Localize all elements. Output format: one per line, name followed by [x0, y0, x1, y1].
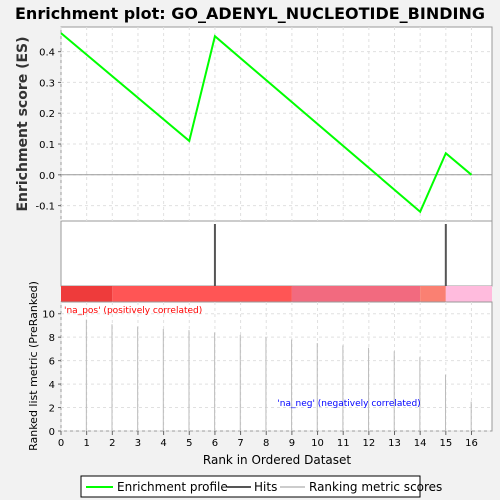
es-panel: [60, 26, 493, 222]
pos-correlated-label: 'na_pos' (positively correlated): [64, 306, 202, 316]
es-y-ticks: -0.1 0.0 0.1 0.2 0.3 0.4: [35, 48, 61, 213]
x-tick-label: 4: [160, 438, 166, 449]
es-y-tick-label: 0.0: [39, 171, 55, 182]
ranking-heatmap: [61, 286, 492, 302]
legend-enrichment-label: Enrichment profile: [117, 480, 228, 494]
x-tick-label: 2: [109, 438, 115, 449]
es-y-tick-label: 0.1: [39, 140, 55, 151]
heatmap-segment: [112, 286, 292, 302]
metric-y-tick-label: 10: [42, 310, 55, 321]
enrichment-profile-line: [60, 32, 473, 214]
x-tick-label: 6: [212, 438, 218, 449]
x-tick-label: 15: [439, 438, 452, 449]
x-tick-label: 0: [58, 438, 64, 449]
metric-y-tick-label: 0: [49, 427, 55, 438]
neg-correlated-label: 'na_neg' (negatively correlated): [277, 399, 420, 409]
es-y-tick-label: 0.4: [39, 48, 55, 59]
x-tick-label: 5: [186, 438, 192, 449]
es-grid: [60, 27, 492, 221]
hit-marks: [213, 224, 447, 286]
x-tick-label: 1: [83, 438, 89, 449]
legend-metric-label: Ranking metric scores: [309, 480, 442, 494]
es-y-tick-label: 0.3: [39, 78, 55, 89]
x-tick-label: 11: [337, 438, 350, 449]
metric-x-ticks: 0 1 2 3 4 5 6 7 8 9 10 11 12 13 14 15 16: [58, 431, 478, 449]
heatmap-segment: [445, 286, 492, 302]
hits-panel: [60, 220, 493, 287]
x-tick-label: 8: [263, 438, 269, 449]
metric-y-tick-label: 6: [49, 357, 55, 368]
x-tick-label: 16: [465, 438, 478, 449]
x-tick-label: 3: [135, 438, 141, 449]
x-tick-label: 14: [414, 438, 427, 449]
x-tick-label: 12: [362, 438, 375, 449]
metric-y-tick-label: 2: [49, 404, 55, 415]
metric-y-axis-label: Ranked list metric (PreRanked): [27, 281, 40, 451]
legend-hits-label: Hits: [254, 480, 277, 494]
heatmap-segment: [291, 286, 421, 302]
x-tick-label: 13: [388, 438, 401, 449]
metric-y-tick-label: 8: [49, 333, 55, 344]
ranking-metric-bars: [85, 319, 472, 431]
x-tick-label: 9: [289, 438, 295, 449]
metric-y-tick-label: 4: [49, 380, 55, 391]
metric-y-ticks: 0 2 4 6 8 10: [42, 310, 61, 438]
x-tick-label: 10: [311, 438, 324, 449]
chart-title: Enrichment plot: GO_ADENYL_NUCLEOTIDE_BI…: [15, 4, 485, 23]
x-tick-label: 7: [237, 438, 243, 449]
metric-panel: [60, 301, 493, 432]
heatmap-segment: [61, 286, 113, 302]
x-axis-label: Rank in Ordered Dataset: [203, 453, 351, 467]
es-y-axis-label: Enrichment score (ES): [15, 36, 31, 211]
es-y-tick-label: 0.2: [39, 109, 55, 120]
es-y-tick-label: -0.1: [35, 202, 55, 213]
heatmap-segment: [420, 286, 446, 302]
